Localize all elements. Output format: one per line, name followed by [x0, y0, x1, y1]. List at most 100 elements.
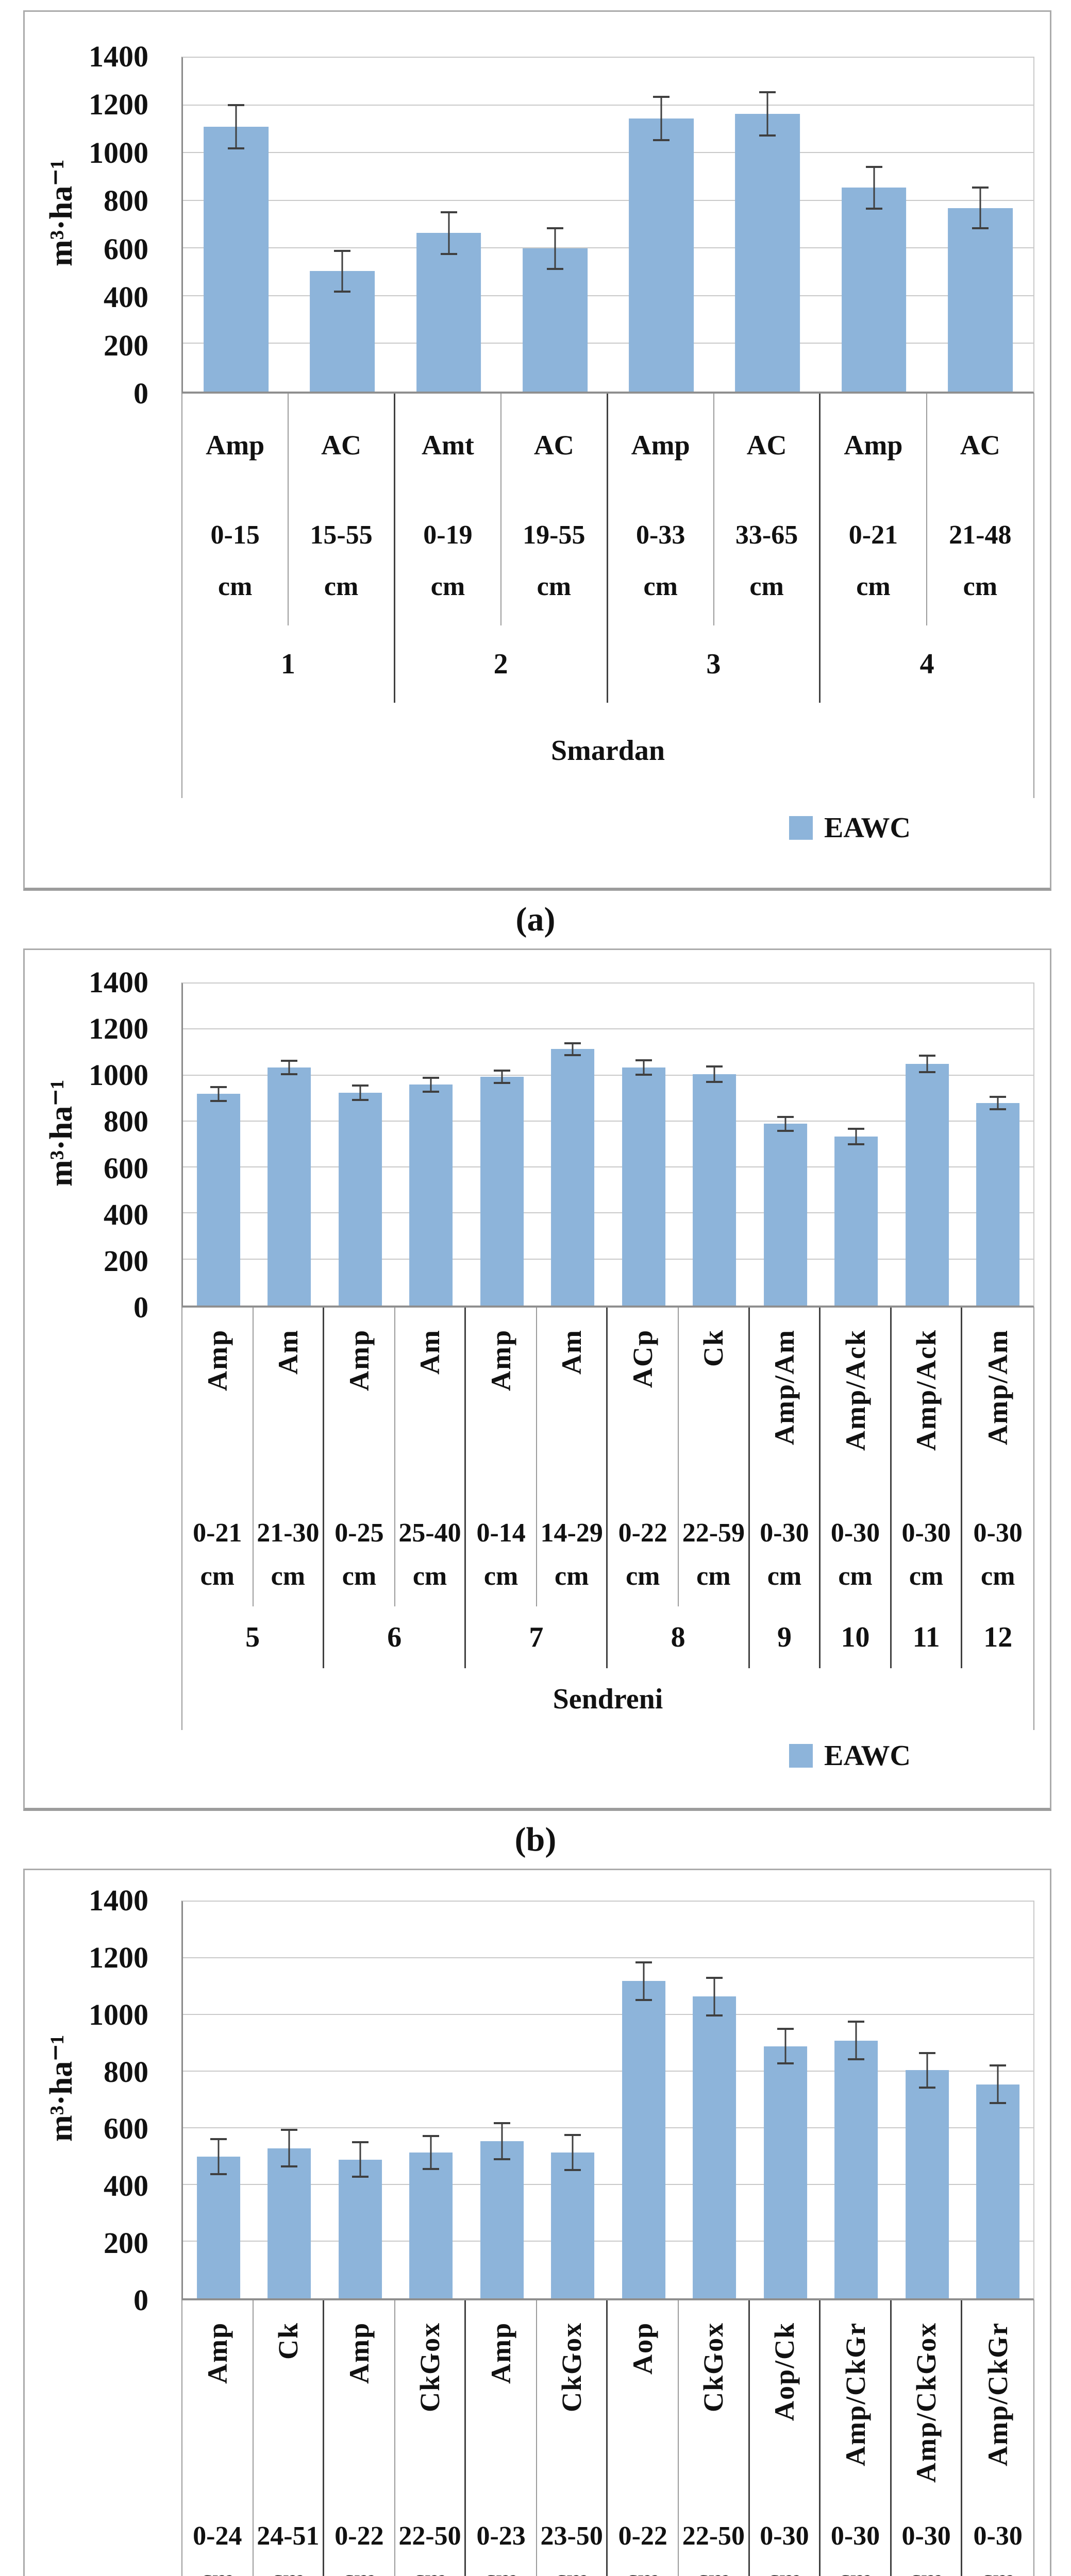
- bar-chart-vadeni: m³·ha⁻¹ 1400 1200 1000 800 600 400 200 0 Amp Ck Amp…: [25, 1870, 1050, 2576]
- depth-range: 15-55: [310, 520, 373, 550]
- bar-slot: [608, 58, 714, 392]
- horizon-label-text: Aop/Ck: [768, 2322, 800, 2421]
- horizon-label: Amp: [608, 394, 714, 497]
- horizon-label-text: Amp/Am: [768, 1329, 800, 1445]
- depth-unit: cm: [430, 572, 465, 602]
- y-tick-label: 800: [104, 2055, 148, 2089]
- depth-label: 14-29 cm: [537, 1503, 608, 1606]
- depth-label: 24-51 cm: [254, 2506, 325, 2576]
- y-tick-label: 1000: [89, 135, 148, 170]
- depth-row: 0-21 cm 21-30 cm 0-25 cm 25-40 cm 0-14 cm 14-29 cm 0…: [181, 1503, 1034, 1606]
- horizon-row: Amp Ck Amp CkGox Amp CkGox Aop CkGox Aop/Ck Amp/C…: [181, 2300, 1034, 2506]
- y-tick-label: 600: [104, 2112, 148, 2146]
- depth-label: 0-23 cm: [466, 2506, 537, 2576]
- horizon-label: Amp: [466, 1308, 537, 1503]
- horizon-label-text: Amp: [202, 2322, 233, 2384]
- bar-slot: [750, 1902, 821, 2298]
- depth-range: 22-50: [398, 2521, 461, 2551]
- error-bar: [281, 1060, 298, 1075]
- depth-range: 22-59: [682, 1518, 745, 1548]
- horizon-label: AC: [289, 394, 395, 497]
- error-bar: [423, 2134, 440, 2170]
- error-bar-stem: [873, 165, 875, 210]
- error-bar-stem: [643, 1961, 645, 2001]
- depth-label: 0-21 cm: [821, 497, 927, 625]
- group-number: 12: [983, 1621, 1013, 1653]
- depth-range: 0-15: [210, 520, 260, 550]
- plot-row: m³·ha⁻¹ 1400 1200 1000 800 600 400 200 0: [25, 1886, 1050, 2315]
- y-tick-label: 1000: [89, 1058, 148, 1092]
- y-tick-label: 1400: [89, 1884, 148, 1917]
- depth-range: 0-22: [334, 2521, 384, 2551]
- error-bar-cap: [990, 1108, 1007, 1111]
- bar-chart-smardan: m³·ha⁻¹ 1400 1200 1000 800 600 400 200 0 Amp AC Amt…: [25, 12, 1050, 857]
- bar-slot: [183, 1902, 254, 2298]
- bar-slot: [821, 1902, 892, 2298]
- horizon-label: Am: [537, 1308, 608, 1503]
- bar-slot: [183, 58, 289, 392]
- error-bar-cap: [281, 2165, 298, 2167]
- depth-range: 23-50: [540, 2521, 603, 2551]
- depth-label: 22-50 cm: [679, 2506, 750, 2576]
- bar-slot: [821, 58, 927, 392]
- error-bar-stem: [572, 1042, 574, 1056]
- horizon-label-text: Amp/Am: [982, 1329, 1014, 1445]
- y-axis-ticks: 1400 1200 1000 800 600 400 200 0: [56, 42, 148, 409]
- error-bar-stem: [855, 1127, 857, 1145]
- bar-slot: [502, 58, 608, 392]
- horizon-label-text: Am: [272, 1329, 304, 1375]
- gridline: [183, 104, 1033, 106]
- bar-slot: [325, 984, 396, 1306]
- error-bar-stem: [784, 2027, 786, 2065]
- y-tick-label: 200: [104, 2226, 148, 2260]
- horizon-label-text: Amp/CkGr: [840, 2322, 871, 2467]
- gridline: [183, 1258, 1033, 1260]
- error-bar-stem: [217, 2138, 220, 2175]
- horizon-label-text: Am: [414, 1329, 446, 1375]
- error-bar-stem: [713, 1065, 715, 1083]
- error-bar-cap: [281, 1073, 298, 1075]
- bars-container: [183, 58, 1033, 392]
- horizon-label: Amt: [395, 394, 502, 497]
- bar: [622, 1067, 665, 1306]
- bar-slot: [714, 58, 821, 392]
- depth-range: 0-23: [476, 2521, 526, 2551]
- horizon-label: Ck: [254, 2300, 325, 2506]
- depth-range: 0-30: [973, 1518, 1023, 1548]
- error-bar: [918, 2052, 935, 2089]
- error-bar-stem: [288, 2129, 290, 2167]
- depth-label: 0-30 cm: [821, 2506, 892, 2576]
- error-bar-stem: [997, 1095, 999, 1111]
- bar-slot: [466, 984, 538, 1306]
- gridline: [183, 1074, 1033, 1076]
- plot-row: m³·ha⁻¹ 1400 1200 1000 800 600 400 200 0: [25, 968, 1050, 1323]
- y-axis-ticks: 1400 1200 1000 800 600 400 200 0: [56, 968, 148, 1323]
- gridline: [183, 2127, 1033, 2128]
- error-bar-cap: [848, 1143, 865, 1145]
- group-number: 6: [324, 1606, 466, 1668]
- depth-range: 0-30: [901, 1518, 951, 1548]
- group-number: 2: [395, 625, 608, 703]
- error-bar-stem: [855, 2021, 857, 2060]
- horizon-label-text: Amp: [343, 2322, 375, 2384]
- horizon-label-text: CkGox: [556, 2322, 588, 2413]
- bar-slot: [750, 984, 821, 1306]
- bar: [763, 1124, 807, 1306]
- bar: [338, 1093, 382, 1306]
- horizon-label: Amp: [182, 394, 289, 497]
- y-tick-label: 1400: [89, 965, 148, 999]
- depth-label: 33-65 cm: [714, 497, 821, 625]
- bar: [834, 1136, 878, 1306]
- error-bar-cap: [706, 2014, 723, 2016]
- x-axis-table: Amp Ck Amp CkGox Amp CkGox Aop CkGox Aop/Ck Amp/C…: [181, 2300, 1034, 2576]
- error-bar: [210, 1086, 227, 1102]
- depth-label: 22-59 cm: [679, 1503, 750, 1606]
- depth-label: 21-48 cm: [927, 497, 1033, 625]
- error-bar-stem: [341, 249, 343, 293]
- bar: [841, 188, 907, 392]
- group-number: 4: [919, 648, 934, 680]
- group-number: 5: [182, 1606, 325, 1668]
- legend-swatch-icon: [789, 816, 813, 840]
- gridline: [183, 1957, 1033, 1958]
- bar: [267, 1067, 311, 1306]
